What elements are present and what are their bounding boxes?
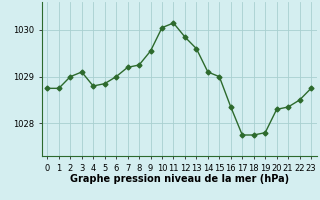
X-axis label: Graphe pression niveau de la mer (hPa): Graphe pression niveau de la mer (hPa): [70, 174, 289, 184]
